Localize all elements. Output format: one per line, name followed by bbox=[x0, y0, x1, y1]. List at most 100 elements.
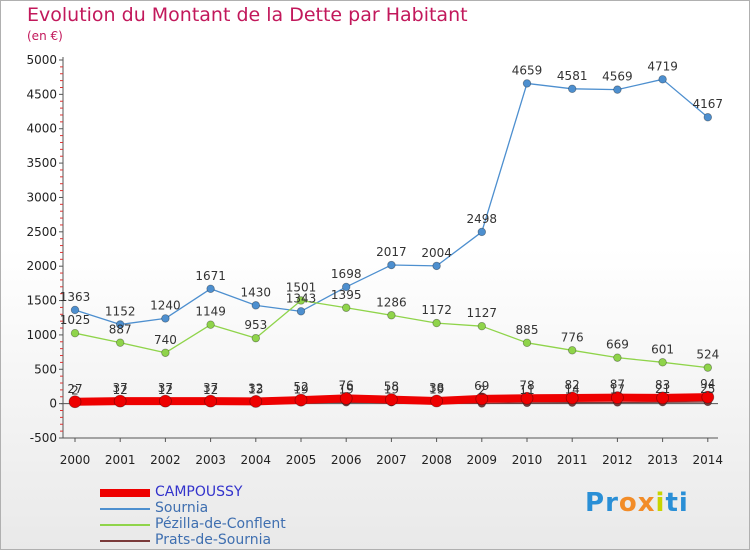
data-label-pezilla-de-conflent: 1501 bbox=[286, 280, 317, 294]
legend-label: CAMPOUSSY bbox=[155, 484, 243, 500]
data-label-campoussy: 78 bbox=[519, 378, 534, 392]
data-label-prats-de-sournia: 19 bbox=[293, 382, 308, 396]
y-tick-label: 0 bbox=[49, 397, 57, 411]
data-point-campoussy bbox=[204, 394, 218, 408]
data-label-prats-de-sournia: 21 bbox=[655, 382, 670, 396]
data-point-sournia bbox=[432, 261, 441, 271]
data-point-pezilla-de-conflent bbox=[70, 328, 80, 338]
data-label-campoussy: 76 bbox=[339, 378, 354, 392]
data-label-prats-de-sournia: 19 bbox=[429, 382, 444, 396]
data-point-campoussy bbox=[339, 392, 353, 405]
data-label-pezilla-de-conflent: 776 bbox=[561, 330, 584, 344]
data-label-prats-de-sournia: 19 bbox=[339, 382, 354, 396]
data-label-prats-de-sournia: 14 bbox=[565, 383, 580, 397]
data-label-prats-de-sournia: 17 bbox=[610, 382, 625, 396]
x-tick-label: 2006 bbox=[331, 453, 362, 467]
series-line-sournia bbox=[74, 78, 709, 326]
data-label-sournia: 1240 bbox=[150, 298, 181, 312]
data-point-campoussy bbox=[565, 391, 579, 405]
data-label-sournia: 1152 bbox=[105, 304, 136, 318]
data-label-prats-de-sournia: 2 bbox=[71, 383, 79, 397]
data-point-campoussy bbox=[113, 394, 127, 408]
data-label-campoussy: 82 bbox=[565, 378, 580, 392]
legend-label: Pézilla-de-Conflent bbox=[155, 516, 286, 532]
y-tick-label: 3000 bbox=[26, 190, 57, 204]
legend-label: Prats-de-Sournia bbox=[155, 532, 272, 548]
data-point-sournia bbox=[161, 314, 170, 323]
y-tick-label: 2500 bbox=[26, 225, 57, 239]
data-point-pezilla-de-conflent bbox=[613, 353, 622, 362]
x-tick-label: 2005 bbox=[286, 453, 317, 467]
data-label-sournia: 4167 bbox=[693, 97, 724, 111]
data-label-prats-de-sournia: 2 bbox=[478, 383, 486, 397]
data-point-pezilla-de-conflent bbox=[658, 358, 667, 367]
y-tick-label: 2000 bbox=[26, 259, 57, 273]
x-tick-label: 2010 bbox=[512, 453, 543, 467]
data-point-pezilla-de-conflent bbox=[387, 311, 396, 320]
legend-swatch bbox=[100, 540, 150, 542]
data-label-pezilla-de-conflent: 1149 bbox=[195, 305, 226, 319]
data-point-campoussy bbox=[611, 391, 624, 405]
chart-plot: -500 0 500 1000 1500 2000 2500 3000 3500 4000 4500… bbox=[26, 53, 724, 467]
legend-swatch bbox=[100, 524, 150, 526]
data-label-campoussy: 52 bbox=[293, 380, 308, 394]
y-tick-label: 5000 bbox=[26, 53, 57, 67]
data-label-prats-de-sournia: 12 bbox=[113, 383, 128, 397]
data-point-campoussy bbox=[656, 391, 669, 405]
data-point-sournia bbox=[658, 75, 667, 84]
data-point-sournia bbox=[703, 113, 712, 122]
data-label-pezilla-de-conflent: 1025 bbox=[60, 313, 91, 327]
data-label-sournia: 2004 bbox=[421, 246, 452, 260]
data-label-pezilla-de-conflent: 885 bbox=[516, 323, 539, 337]
data-point-sournia bbox=[70, 305, 80, 315]
logo-letter: x bbox=[637, 488, 656, 518]
data-label-sournia: 1698 bbox=[331, 267, 362, 281]
chart-title: Evolution du Montant de la Dette par Hab… bbox=[27, 4, 468, 26]
data-label-sournia: 4581 bbox=[557, 69, 588, 83]
data-label-campoussy: 32 bbox=[248, 381, 263, 395]
data-label-campoussy: 37 bbox=[158, 381, 173, 395]
data-label-pezilla-de-conflent: 601 bbox=[651, 342, 674, 356]
data-label-pezilla-de-conflent: 887 bbox=[109, 323, 132, 337]
logo-letter: o bbox=[618, 488, 638, 518]
x-tick-label: 2007 bbox=[376, 453, 407, 467]
logo-letter: P bbox=[585, 488, 606, 518]
x-tick-label: 2002 bbox=[150, 453, 181, 467]
data-label-prats-de-sournia: 12 bbox=[203, 383, 218, 397]
y-tick-label: 1500 bbox=[26, 294, 57, 308]
data-point-pezilla-de-conflent bbox=[206, 320, 215, 329]
data-point-campoussy bbox=[158, 394, 172, 408]
data-point-pezilla-de-conflent bbox=[703, 363, 712, 372]
data-point-sournia bbox=[115, 320, 125, 329]
logo-letter: i bbox=[678, 488, 689, 518]
data-label-pezilla-de-conflent: 1395 bbox=[331, 288, 362, 302]
data-point-pezilla-de-conflent bbox=[432, 318, 441, 328]
chart-subtitle: (en €) bbox=[27, 29, 63, 43]
logo-letter: t bbox=[665, 488, 679, 518]
data-label-campoussy: 69 bbox=[474, 379, 489, 393]
data-point-pezilla-de-conflent bbox=[115, 338, 125, 347]
legend-swatch bbox=[100, 508, 150, 510]
data-point-pezilla-de-conflent bbox=[568, 346, 577, 355]
data-label-prats-de-sournia: 19 bbox=[384, 382, 399, 396]
data-point-sournia bbox=[568, 84, 577, 93]
data-point-pezilla-de-conflent bbox=[251, 333, 260, 343]
data-label-campoussy: 83 bbox=[655, 378, 670, 392]
data-point-pezilla-de-conflent bbox=[477, 321, 486, 331]
y-tick-label: 4500 bbox=[26, 87, 57, 101]
x-tick-label: 2004 bbox=[241, 453, 272, 467]
data-point-sournia bbox=[613, 85, 622, 94]
data-label-pezilla-de-conflent: 740 bbox=[154, 333, 177, 347]
legend-swatch bbox=[100, 489, 150, 497]
data-point-campoussy bbox=[520, 391, 534, 405]
data-label-sournia: 4659 bbox=[512, 63, 543, 77]
data-label-sournia: 4569 bbox=[602, 70, 633, 84]
data-label-campoussy: 58 bbox=[384, 380, 399, 394]
data-point-campoussy bbox=[68, 395, 82, 409]
x-tick-label: 2001 bbox=[105, 453, 136, 467]
x-tick-label: 2003 bbox=[195, 453, 226, 467]
data-label-campoussy: 38 bbox=[429, 381, 444, 395]
data-label-sournia: 1671 bbox=[195, 269, 226, 283]
data-label-campoussy: 94 bbox=[700, 377, 715, 391]
